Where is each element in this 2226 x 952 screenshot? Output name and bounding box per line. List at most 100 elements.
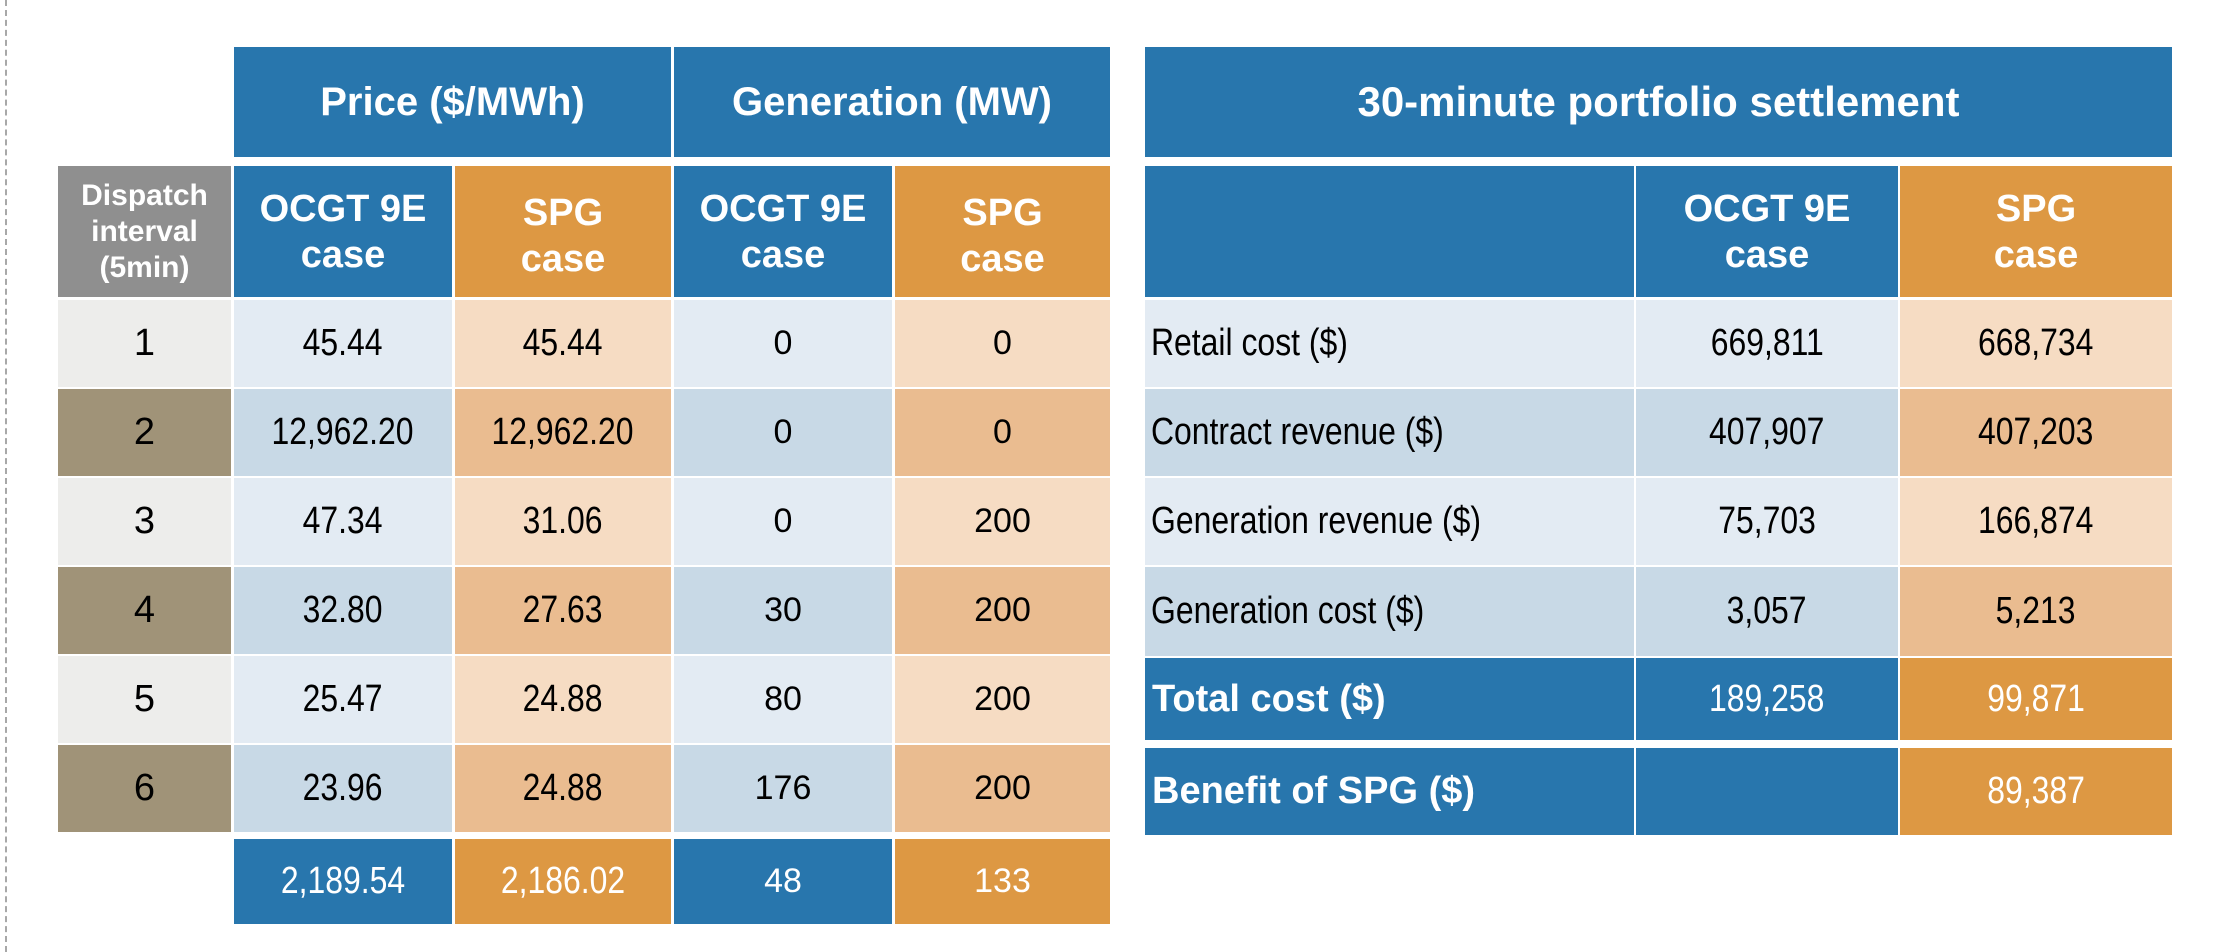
settlement-label-column-header: [1145, 166, 1634, 297]
total-cost-label: Total cost ($): [1145, 658, 1634, 740]
cell-value: 24.88: [523, 767, 603, 809]
cell-value: 24.88: [523, 678, 603, 720]
header-line-2: case: [520, 237, 606, 280]
cell-gen-spg: 200: [895, 478, 1110, 565]
cell-value: 5,213: [1996, 590, 2076, 632]
cell-value: 166,874: [1978, 500, 2094, 542]
settlement-cell-spg: 668,734: [1900, 300, 2172, 387]
benefit-spg: 89,387: [1900, 748, 2172, 835]
header-line-2: case: [960, 237, 1045, 280]
summary-value: 48: [764, 862, 802, 900]
cell-price-spg: 24.88: [455, 656, 671, 743]
cell-price-ocgt: 23.96: [234, 745, 452, 832]
cell-price-spg: 31.06: [455, 478, 671, 565]
cell-gen-spg: 200: [895, 656, 1110, 743]
total-cost-ocgt-value: 189,258: [1709, 677, 1825, 720]
generation-group-header: Generation (MW): [674, 47, 1110, 157]
cell-value: 668,734: [1978, 322, 2094, 364]
interval-header-line-3: (5min): [99, 250, 190, 284]
cell-gen-ocgt: 0: [674, 478, 892, 565]
cell-gen-ocgt: 0: [674, 300, 892, 387]
cell-value: 200: [974, 591, 1031, 629]
cell-value: 80: [764, 680, 802, 718]
interval-column-header: Dispatch interval (5min): [58, 166, 231, 297]
cell-gen-spg: 0: [895, 300, 1110, 387]
row-label: Generation cost ($): [1151, 590, 1425, 632]
cell-value: 407,907: [1709, 411, 1825, 453]
cell-gen-spg: 200: [895, 745, 1110, 832]
cell-value: 200: [974, 680, 1031, 718]
header-line-2: case: [300, 233, 386, 276]
settlement-cell-spg: 166,874: [1900, 478, 2172, 565]
cell-price-ocgt: 12,962.20: [234, 389, 452, 476]
settlement-cell-ocgt: 407,907: [1636, 389, 1898, 476]
header-line-2: case: [1993, 233, 2079, 276]
cell-gen-ocgt: 0: [674, 389, 892, 476]
cell-value: 5: [133, 678, 156, 720]
gen-ocgt-column-header: OCGT 9E case: [674, 166, 892, 297]
interval-header-line-1: Dispatch: [81, 178, 208, 212]
price-ocgt-column-header: OCGT 9E case: [234, 166, 452, 297]
cell-gen-spg: 0: [895, 389, 1110, 476]
cell-value: 1: [133, 322, 156, 364]
settlement-ocgt-column-header: OCGT 9E case: [1636, 166, 1898, 297]
dashed-margin-line: [5, 0, 7, 952]
summary-gen-spg: 133: [895, 839, 1110, 924]
benefit-ocgt: [1636, 748, 1898, 835]
cell-value: 25.47: [303, 678, 383, 720]
cell-value: 0: [773, 502, 793, 540]
summary-price-spg: 2,186.02: [455, 839, 671, 924]
cell-value: 200: [974, 769, 1031, 807]
cell-value: 669,811: [1710, 322, 1824, 364]
settlement-cell-label: Retail cost ($): [1145, 300, 1634, 387]
cell-gen-spg: 200: [895, 567, 1110, 654]
header-line-1: OCGT 9E: [1683, 187, 1851, 230]
cell-interval: 1: [58, 300, 231, 387]
cell-gen-ocgt: 30: [674, 567, 892, 654]
header-line-2: case: [740, 233, 826, 276]
header-line-1: OCGT 9E: [699, 187, 867, 230]
summary-value: 2,189.54: [280, 860, 406, 902]
settlement-title-text: 30-minute portfolio settlement: [1357, 78, 1960, 125]
cell-value: 0: [993, 324, 1012, 362]
cell-value: 200: [974, 502, 1031, 540]
cell-value: 31.06: [523, 500, 603, 542]
header-line-1: SPG: [962, 191, 1043, 234]
cell-value: 75,703: [1718, 500, 1816, 542]
row-label: Contract revenue ($): [1151, 411, 1444, 453]
cell-gen-ocgt: 176: [674, 745, 892, 832]
cell-price-spg: 24.88: [455, 745, 671, 832]
summary-price-ocgt: 2,189.54: [234, 839, 452, 924]
benefit-spg-value: 89,387: [1987, 770, 2085, 812]
cell-value: 3: [133, 500, 156, 542]
price-group-header: Price ($/MWh): [234, 47, 671, 157]
cell-value: 32.80: [303, 589, 383, 631]
header-line-1: SPG: [1995, 187, 2077, 230]
settlement-title: 30-minute portfolio settlement: [1145, 47, 2172, 157]
total-cost-ocgt: 189,258: [1636, 658, 1898, 740]
cell-price-ocgt: 47.34: [234, 478, 452, 565]
cell-value: 45.44: [303, 322, 383, 364]
cell-interval: 5: [58, 656, 231, 743]
settlement-cell-label: Generation revenue ($): [1145, 478, 1634, 565]
settlement-cell-label: Contract revenue ($): [1145, 389, 1634, 476]
cell-value: 0: [993, 413, 1012, 451]
interval-header-line-2: interval: [91, 214, 198, 248]
gen-spg-column-header: SPG case: [895, 166, 1110, 297]
cell-value: 0: [773, 324, 793, 362]
cell-interval: 4: [58, 567, 231, 654]
benefit-label: Benefit of SPG ($): [1145, 748, 1634, 835]
cell-value: 47.34: [303, 500, 383, 542]
generation-group-header-label: Generation (MW): [732, 79, 1052, 124]
cell-value: 6: [133, 767, 156, 809]
cell-value: 407,203: [1978, 411, 2094, 453]
cell-gen-ocgt: 80: [674, 656, 892, 743]
settlement-cell-ocgt: 669,811: [1636, 300, 1898, 387]
header-line-1: OCGT 9E: [259, 187, 427, 230]
settlement-cell-spg: 407,203: [1900, 389, 2172, 476]
cell-value: 23.96: [303, 767, 383, 809]
cell-value: 27.63: [523, 589, 603, 631]
cell-value: 4: [133, 589, 156, 631]
cell-price-ocgt: 25.47: [234, 656, 452, 743]
cell-value: 3,057: [1727, 590, 1807, 632]
